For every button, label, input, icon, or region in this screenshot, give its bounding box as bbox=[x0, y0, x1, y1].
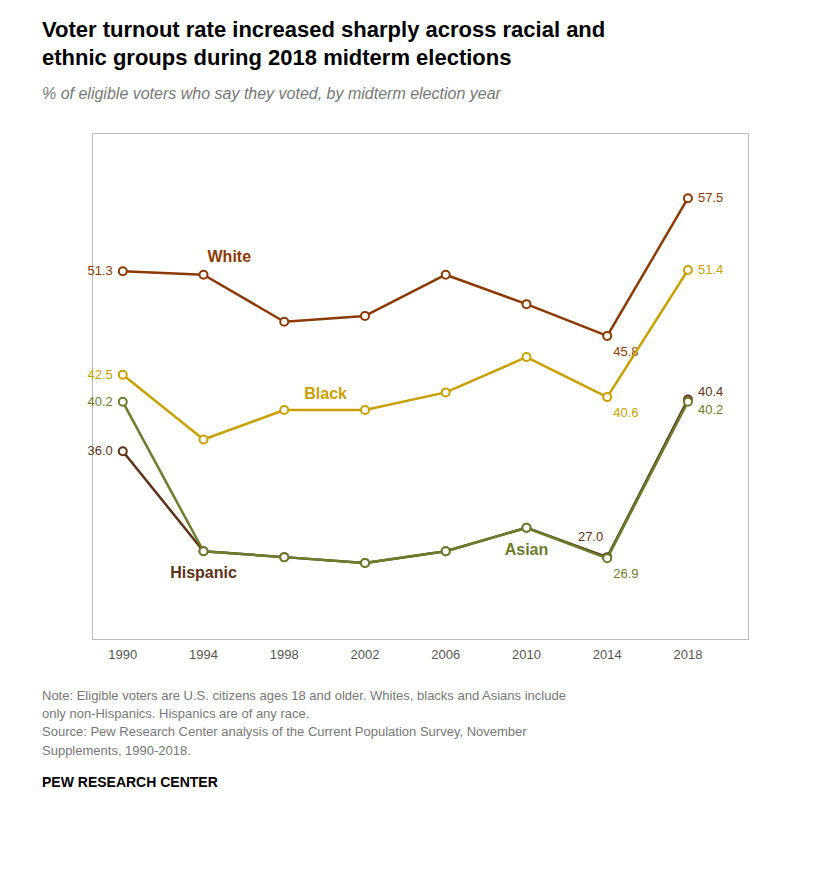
svg-text:1990: 1990 bbox=[108, 647, 137, 662]
svg-text:1994: 1994 bbox=[189, 647, 218, 662]
svg-text:51.3: 51.3 bbox=[87, 263, 112, 278]
svg-text:40.6: 40.6 bbox=[613, 405, 638, 420]
html-text:only non-Hispanics. Hispanics: only non-Hispanics. Hispanics are of any… bbox=[42, 706, 310, 722]
svg-text:40.2: 40.2 bbox=[87, 394, 112, 409]
svg-text:57.5: 57.5 bbox=[698, 190, 723, 205]
html-text:% of eligible voters who say t: % of eligible voters who say they voted,… bbox=[42, 85, 501, 102]
svg-text:27.0: 27.0 bbox=[578, 529, 603, 544]
svg-text:45.8: 45.8 bbox=[613, 344, 639, 360]
html-text:Voter turnout rate increased s: Voter turnout rate increased sharply acr… bbox=[42, 17, 606, 70]
svg-text:40.4: 40.4 bbox=[698, 384, 723, 399]
svg-text:40.2: 40.2 bbox=[698, 402, 723, 417]
html-text:Source: Pew Research Center an: Source: Pew Research Center analysis of … bbox=[42, 724, 527, 740]
svg-text:2002: 2002 bbox=[351, 647, 380, 662]
svg-text:2006: 2006 bbox=[431, 647, 460, 662]
svg-text:1998: 1998 bbox=[270, 647, 299, 662]
svg-text:36.0: 36.0 bbox=[87, 443, 112, 458]
svg-text:White: White bbox=[208, 248, 252, 265]
svg-text:26.9: 26.9 bbox=[613, 566, 638, 581]
svg-text:Asian: Asian bbox=[505, 541, 549, 558]
svg-text:Hispanic: Hispanic bbox=[170, 564, 237, 581]
svg-text:2018: 2018 bbox=[673, 647, 702, 662]
html-text:Note: Eligible voters are U.S.: Note: Eligible voters are U.S. citizens … bbox=[42, 688, 566, 703]
svg-text:42.5: 42.5 bbox=[87, 367, 112, 382]
html-text:Supplements, 1990-2018.: Supplements, 1990-2018. bbox=[42, 742, 191, 758]
svg-text:2014: 2014 bbox=[593, 647, 622, 662]
svg-text:2010: 2010 bbox=[512, 647, 541, 662]
svg-text:Black: Black bbox=[304, 385, 347, 402]
svg-text:51.4: 51.4 bbox=[698, 262, 723, 277]
html-text:PEW RESEARCH CENTER: PEW RESEARCH CENTER bbox=[42, 773, 218, 790]
